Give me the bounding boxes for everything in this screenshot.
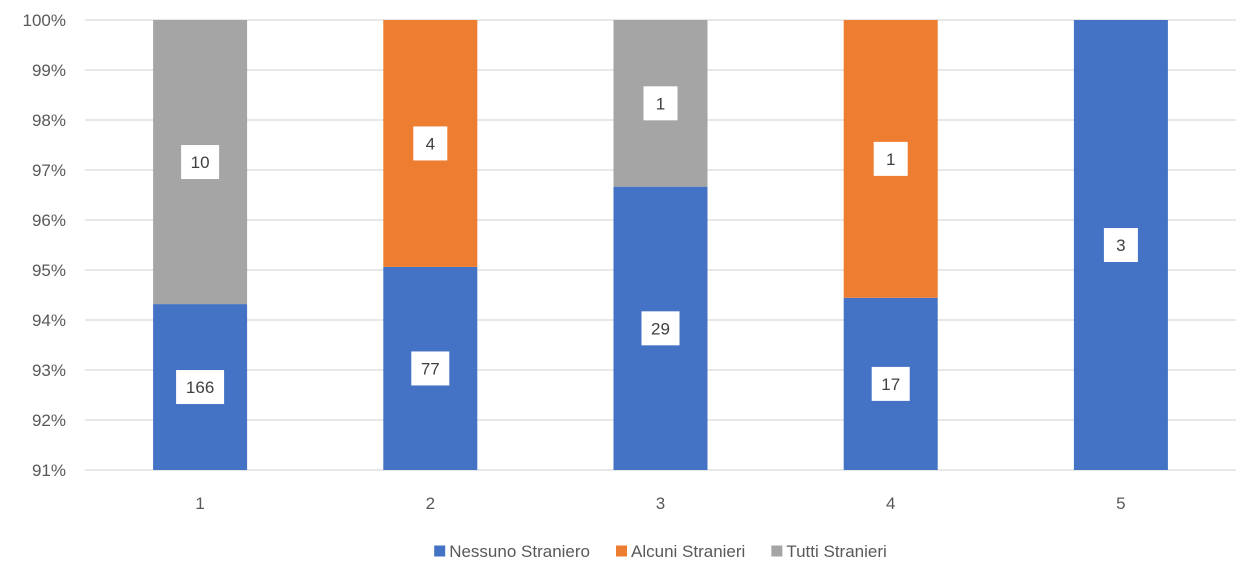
data-label-box [176,370,225,405]
axes: 91% 92% 93% 94% 95% 96% 97% 98% 99% 100% 1 2 3 4 5 [23,11,1126,513]
y-tick-label: 92% [32,411,66,430]
data-label: 166 [186,378,214,397]
data-label-box [411,351,450,386]
x-tick-label: 5 [1116,494,1125,513]
legend-label: Alcuni Stranieri [631,542,745,561]
data-label: 3 [1116,236,1125,255]
y-tick-label: 95% [32,261,66,280]
legend-swatch [616,545,628,557]
y-tick-label: 94% [32,311,66,330]
y-tick-label: 93% [32,361,66,380]
data-label-box [413,126,448,161]
y-tick-label: 99% [32,61,66,80]
x-tick-label: 3 [656,494,665,513]
data-label-box [873,141,908,176]
data-label: 1 [656,94,665,113]
data-label: 17 [881,375,900,394]
data-labels: 166 10 77 4 29 1 17 1 3 [176,86,1138,405]
y-tick-label: 97% [32,161,66,180]
data-label-box [1103,228,1138,262]
data-label-box [181,145,220,180]
legend: Nessuno Straniero Alcuni Stranieri Tutti S… [434,542,887,561]
data-label: 4 [426,134,435,153]
data-label-box [871,366,910,401]
data-label: 77 [421,359,440,378]
legend-label: Tutti Stranieri [786,542,886,561]
legend-swatch [434,545,446,557]
y-tick-label: 98% [32,111,66,130]
y-tick-label: 91% [32,461,66,480]
legend-swatch [771,545,783,557]
data-label: 1 [886,150,895,169]
x-tick-label: 1 [195,494,204,513]
data-label-box [643,86,678,121]
x-tick-label: 4 [886,494,895,513]
data-label: 29 [651,319,670,338]
data-label: 10 [191,153,210,172]
data-label-box [641,311,680,346]
y-tick-label: 96% [32,211,66,230]
legend-label: Nessuno Straniero [449,542,590,561]
y-tick-label: 100% [23,11,66,30]
x-tick-label: 2 [426,494,435,513]
